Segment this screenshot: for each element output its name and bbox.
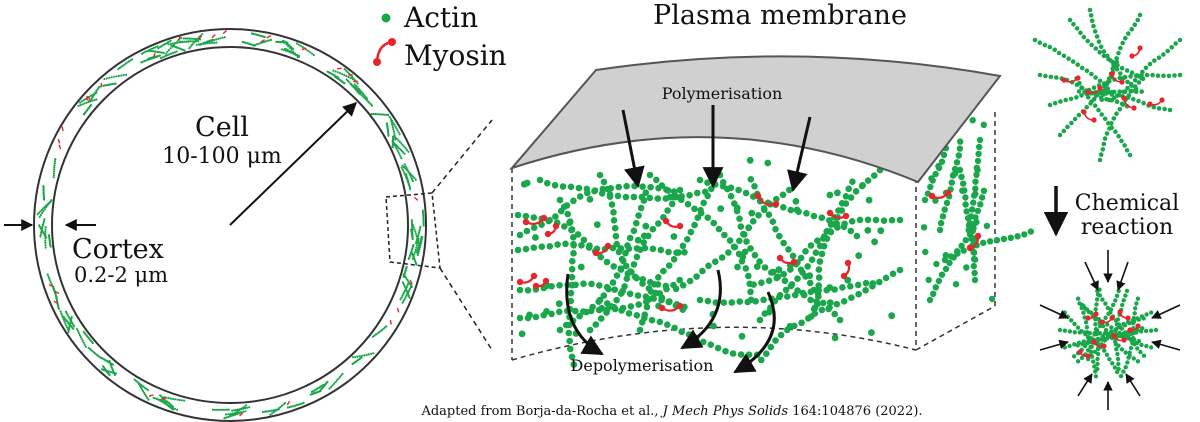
citation: Adapted from Borja-da-Rocha et al., J Me… <box>420 404 922 419</box>
cortex-block: Polymerisation Depolymerisation Plasma m… <box>508 0 1035 375</box>
cell-size-label: 10-100 μm <box>162 144 282 169</box>
cell-outer-ring <box>33 28 427 422</box>
polymerisation-arrow-1 <box>621 109 645 189</box>
cortex-actin-network <box>514 112 1035 368</box>
legend: Actin Myosin <box>373 1 507 72</box>
contraction-arrow <box>1125 373 1141 397</box>
plasma-membrane <box>508 55 1002 184</box>
contraction-arrow <box>1151 304 1181 319</box>
reaction-label-line2: reaction <box>1081 215 1173 240</box>
sparse-network-cluster <box>1032 7 1183 163</box>
actin-legend-label: Actin <box>403 1 478 34</box>
contraction-arrows <box>1039 250 1181 410</box>
citation-journal: J Mech Phys Solids <box>660 404 789 419</box>
depolymerisation-arrow-1 <box>565 273 604 356</box>
citation-authors: Adapted from Borja-da-Rocha et al., <box>420 404 662 419</box>
cortex-size-label: 0.2-2 μm <box>74 263 168 287</box>
contraction-arrow <box>1039 304 1069 319</box>
cortex-label: Cortex <box>72 234 164 265</box>
depolymerisation-label: Depolymerisation <box>571 356 714 375</box>
reaction-label-line1: Chemical <box>1075 191 1179 216</box>
cell-cross-section: Cell 10-100 μm Cortex 0.2-2 μm <box>4 28 493 422</box>
citation-volume: 164:104876 (2022). <box>788 404 922 419</box>
cell-label: Cell <box>195 112 249 143</box>
cell-inner-ring <box>51 46 409 404</box>
myosin-legend-label: Myosin <box>404 39 507 72</box>
contraction-arrow <box>1151 339 1181 351</box>
polymerisation-arrow-3 <box>787 116 812 193</box>
zoom-line-top <box>431 119 493 194</box>
zoom-line-bottom <box>439 267 493 351</box>
depolymerisation-arrow-3 <box>733 291 776 374</box>
block-bottom-depth-edge <box>915 305 996 351</box>
cortex-ring-fibers <box>36 30 425 420</box>
polymerisation-label: Polymerisation <box>662 84 783 103</box>
chemical-reaction-panel: Chemical reaction <box>1032 7 1183 410</box>
contraction-arrow <box>1084 261 1099 291</box>
contraction-arrow <box>1116 261 1129 291</box>
contraction-arrow <box>1039 339 1069 351</box>
contraction-arrow <box>1077 373 1093 397</box>
cell-radius-arrow <box>229 102 358 226</box>
depolymerisation-arrow-2 <box>680 269 722 350</box>
plasma-membrane-title: Plasma membrane <box>653 0 907 31</box>
actin-legend-icon <box>381 13 391 23</box>
contracted-network-cluster <box>1057 287 1159 379</box>
block-bottom-edge <box>511 326 917 361</box>
